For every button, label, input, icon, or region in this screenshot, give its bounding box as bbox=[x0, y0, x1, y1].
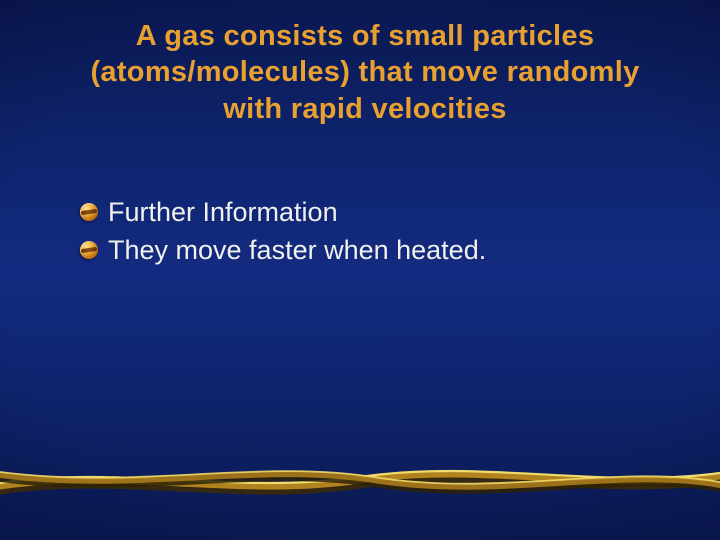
ribbon-icon bbox=[0, 456, 720, 504]
bullet-icon bbox=[80, 203, 98, 221]
slide-body: Further Information They move faster whe… bbox=[80, 196, 660, 272]
bullet-text: Further Information bbox=[108, 196, 338, 230]
list-item: Further Information bbox=[80, 196, 660, 230]
decorative-ribbon bbox=[0, 456, 720, 504]
slide: A gas consists of small particles (atoms… bbox=[0, 0, 720, 540]
list-item: They move faster when heated. bbox=[80, 234, 660, 268]
bullet-icon bbox=[80, 241, 98, 259]
slide-title: A gas consists of small particles (atoms… bbox=[60, 18, 670, 127]
bullet-text: They move faster when heated. bbox=[108, 234, 486, 268]
